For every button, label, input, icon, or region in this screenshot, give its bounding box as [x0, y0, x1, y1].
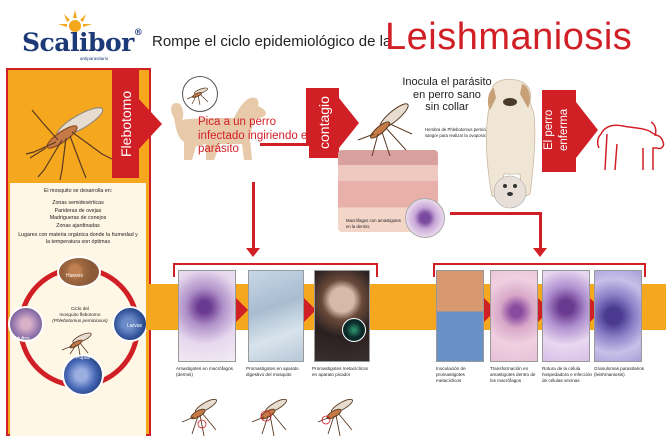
mosquito-icon: [186, 87, 209, 106]
micro-image-promastigotes-picador: [314, 270, 370, 362]
connector-line: [260, 143, 309, 146]
connector-line: [450, 212, 542, 215]
header-prefix: Rompe el ciclo epidemiológico de la: [152, 33, 392, 50]
cycle-center-species: (Phlebotomus perniciosus): [52, 318, 108, 324]
mosquito-icon: [25, 107, 115, 181]
stage-label-adultos: Adultos: [13, 336, 30, 342]
connector-line: [539, 212, 542, 250]
stage-pupas-image: [62, 354, 104, 396]
page-title: Leishmaniosis: [385, 16, 633, 58]
dog-silhouette-icon: [171, 97, 266, 160]
brand-logo: Scalibor® antiparasitario: [18, 10, 143, 61]
enferma-line: El perro: [543, 109, 555, 151]
stage-label-huevos: Huevos: [66, 273, 83, 279]
down-arrow-tip: [246, 248, 260, 257]
caption-transformacion: Transformación en amastigotes dentro de …: [490, 366, 536, 383]
flebotomo-label: Flebotomo: [113, 70, 139, 178]
mosquito-icon: [61, 332, 92, 356]
mosquito-icon: [357, 103, 413, 157]
micro-image-rotura: [542, 270, 590, 362]
enferma-arrow-tip: [576, 102, 598, 158]
list-item: Zonas ajardinadas: [56, 223, 100, 230]
inocula-line: sin collar: [425, 101, 469, 114]
micro-image-granulomas: [594, 270, 642, 362]
stage-adultos-image: [8, 306, 44, 342]
development-note: Lugares con materia orgánica donde la hu…: [18, 232, 138, 246]
caption-granulomas: Granulomas parasitarios (leishmaniosis): [594, 366, 645, 377]
connector-line: [306, 88, 309, 146]
caption-rotura: Rotura de la célula hospedadora e infecc…: [542, 366, 593, 383]
brand-subtitle: antiparasitario: [80, 56, 109, 61]
micro-image-inoculacion: [436, 270, 484, 362]
contagio-label: contagio: [309, 88, 339, 158]
development-list: Zonas semidesérticas Parideras de ovejas…: [18, 200, 138, 231]
micro-image-promastigotes-digestivo: [248, 270, 304, 362]
dog-photo: [485, 78, 536, 209]
cycle-center-line: mosquito flebotomo: [59, 312, 101, 318]
micro-image-transformacion: [490, 270, 538, 362]
micro-image-amastigotes-dermis: [178, 270, 236, 362]
sun-icon: [58, 10, 92, 32]
contagio-arrow-tip: [339, 98, 359, 148]
enferma-label: El perro enferma: [542, 90, 576, 172]
inocula-line: Inocula el parásito: [402, 76, 492, 88]
mosquito-icon: [317, 398, 353, 437]
enferma-line: enferma: [558, 108, 570, 152]
brand-name: Scalibor®: [22, 28, 143, 57]
inocula-line: en perro sano: [413, 88, 481, 101]
list-item: Zonas semidesérticas: [52, 200, 104, 206]
inset-flagellates: [342, 318, 366, 342]
caption-amastigotes-dermis: Amastigotes en macrófagos (dermis): [176, 366, 233, 377]
mosquito-icon: [251, 398, 287, 437]
cycle-center-label: Ciclo del mosquito flebotomo (Phlebotomu…: [52, 306, 108, 324]
dog-panel-frame: [433, 263, 646, 277]
down-arrow-tip: [533, 248, 547, 257]
caption-promastigotes-picador: Promastigotes metacíclicos en aparato pi…: [312, 366, 368, 377]
cycle-center-line: Ciclo del: [71, 306, 89, 311]
skin-macrofagos-caption: Macrófagos con amastigotes en la dermis: [346, 218, 401, 229]
development-title: El mosquito se desarrolla en:: [43, 188, 113, 194]
flebotomo-arrow-tip: [138, 98, 162, 150]
panel-arrow-tip: [304, 298, 316, 322]
list-item: Parideras de ovejas: [54, 207, 102, 214]
list-item: Madrigueras de conejos: [49, 215, 107, 222]
step-pica-text: Pica a un perro infectado ingiriendo el …: [198, 116, 310, 156]
caption-promastigotes-digestivo: Promastigotes en aparato digestivo del m…: [246, 366, 299, 377]
skin-macrophage-circle: [405, 198, 445, 238]
stage-label-pupas: Pupas: [76, 355, 91, 361]
mosquito-icon: [181, 398, 217, 437]
stage-label-larvas: Larvas: [127, 323, 143, 329]
caption-inoculacion: Inoculación de promastigotes metacíclico…: [436, 366, 466, 383]
dog-outline-icon: [596, 121, 665, 171]
mosquito-panel-frame: [173, 263, 378, 277]
stage-huevos-image: [57, 256, 101, 288]
step-inocula-text: Inocula el parásito en perro sano sin co…: [388, 76, 506, 114]
panel-arrow-tip: [236, 298, 248, 322]
hembra-caption: Hembra de Phlebotomus perniciosus ingiri…: [425, 127, 516, 138]
connector-line: [252, 182, 255, 250]
